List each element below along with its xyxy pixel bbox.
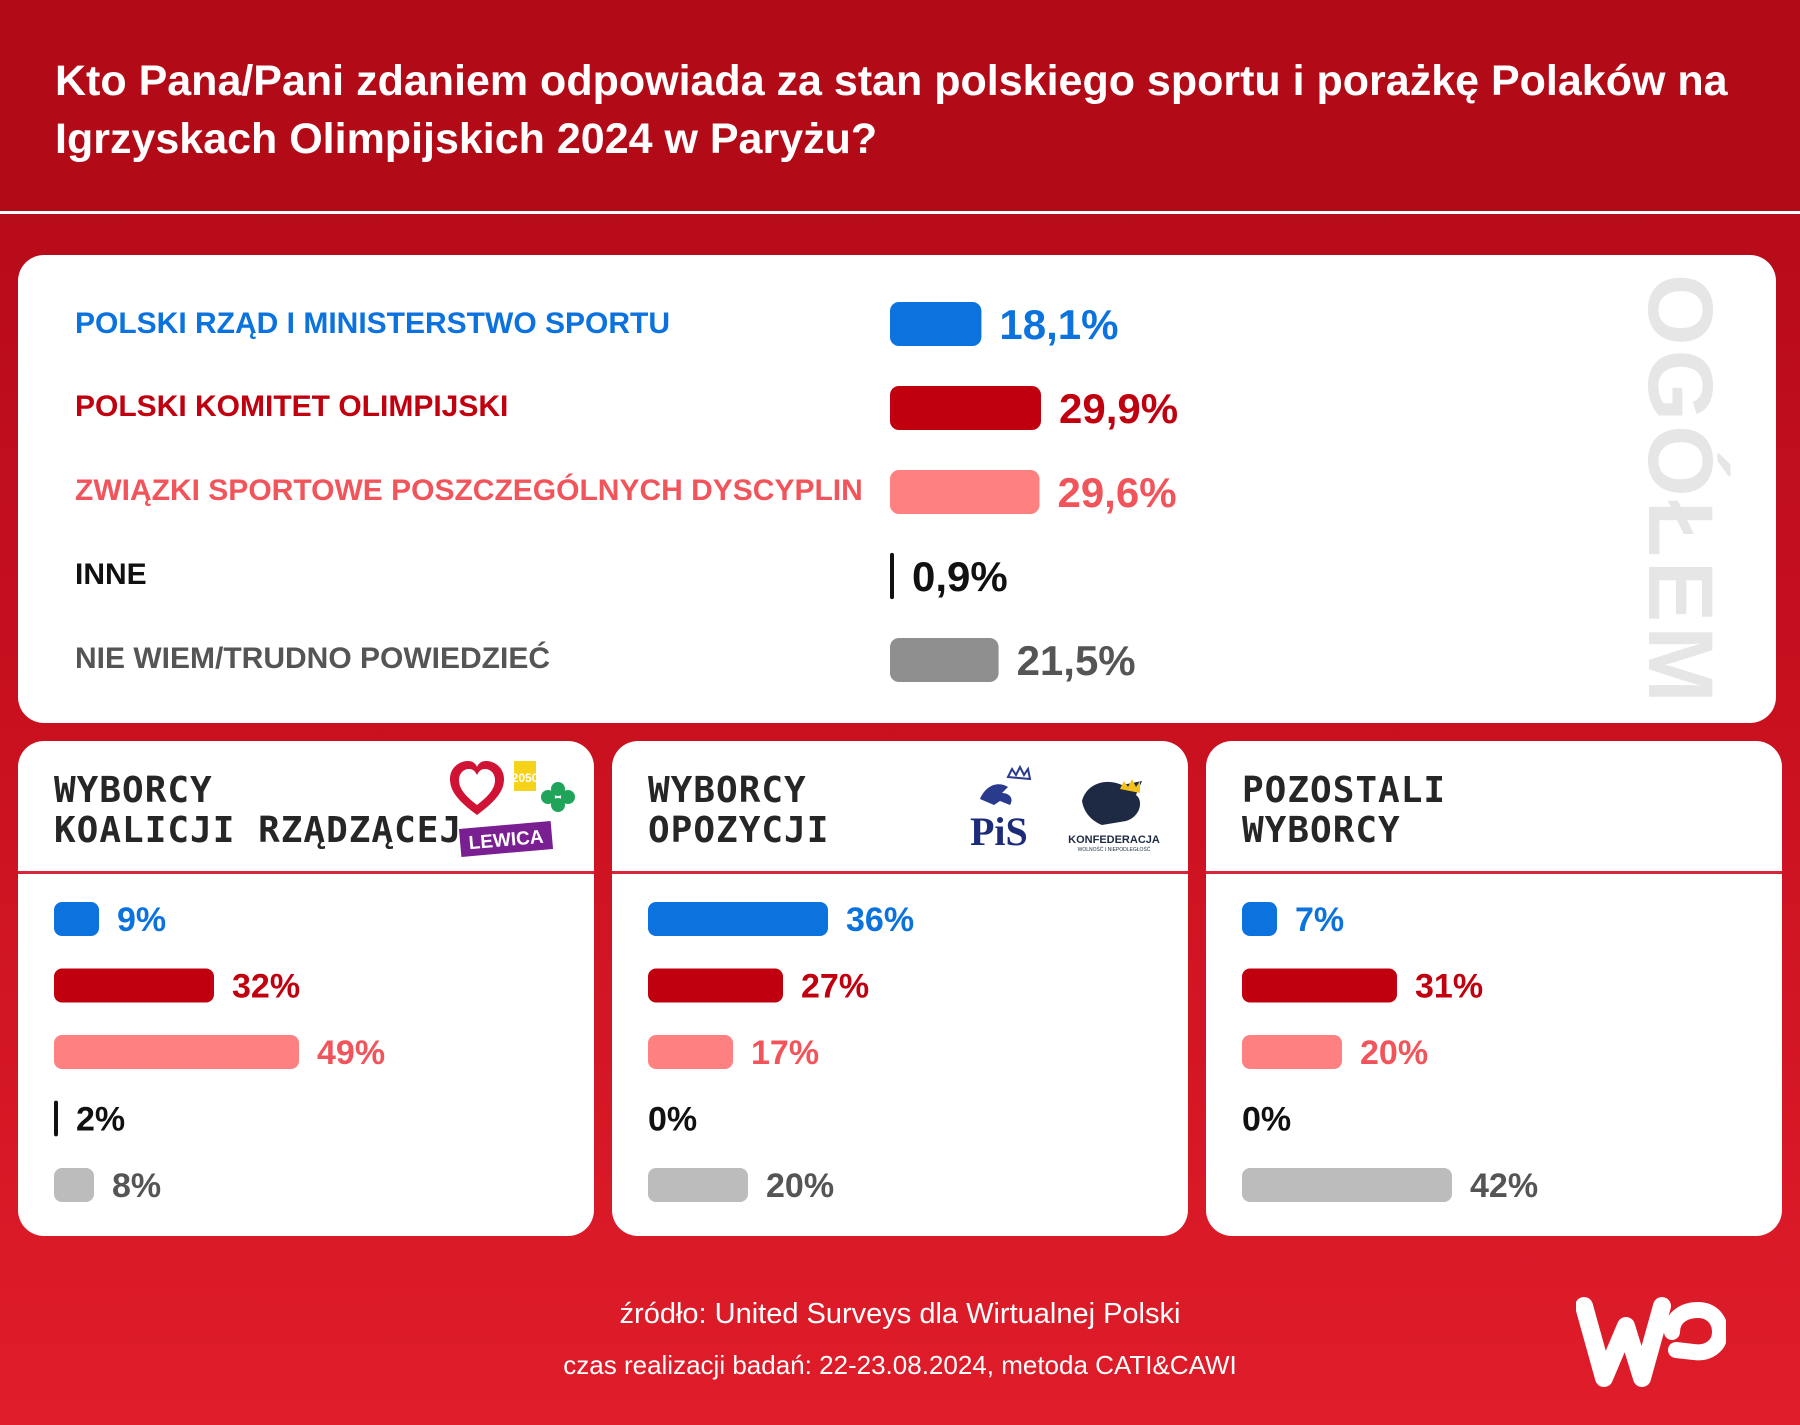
bar: [890, 638, 999, 682]
value-label: 8%: [112, 1167, 161, 1205]
card-header: POZOSTALI WYBORCY: [1206, 741, 1782, 871]
svg-text:KONFEDERACJA: KONFEDERACJA: [1068, 834, 1160, 846]
crown-icon: [1006, 764, 1032, 781]
eagle-icon: [980, 784, 1012, 805]
value-label: 17%: [751, 1034, 819, 1072]
overall-bar-chart: 18,1% 29,9% 29,6% 0,9%21,5%: [890, 301, 1178, 684]
bar: [648, 902, 828, 936]
value-label: 20%: [766, 1167, 834, 1205]
card-title: WYBORCY OPOZYCJI: [648, 770, 830, 851]
bar: [1242, 968, 1397, 1003]
bar: [1242, 1035, 1342, 1069]
bar: [648, 1035, 733, 1069]
opposition-bar-chart: 36% 27% 17% 0% 20%: [648, 901, 914, 1205]
category-label: ZWIĄZKI SPORTOWE POSZCZEGÓLNYCH DYSCYPLI…: [75, 474, 863, 507]
bar: [54, 902, 99, 936]
value-label: 2%: [76, 1101, 125, 1139]
value-label: 0,9%: [912, 553, 1008, 600]
value-label: 29,6%: [1057, 469, 1176, 516]
card-divider: [18, 871, 594, 874]
category-label: INNE: [75, 558, 147, 591]
bar: [890, 470, 1040, 514]
coalition-bar-chart: 9% 32% 49% 2% 8%: [54, 901, 385, 1205]
value-label: 20%: [1360, 1034, 1428, 1072]
bar: [648, 1168, 748, 1202]
value-label: 32%: [232, 968, 300, 1006]
category-label: POLSKI RZĄD I MINISTERSTWO SPORTU: [75, 307, 671, 340]
polska-2050-icon: [514, 761, 536, 791]
svg-text:PiS: PiS: [970, 809, 1028, 854]
value-label: 31%: [1415, 968, 1483, 1006]
wp-logo: WP: [1576, 1297, 1726, 1387]
value-label: 42%: [1470, 1167, 1538, 1205]
card-header: WYBORCY KOALICJI RZĄDZĄCEJ 2050 LEWICA: [18, 741, 594, 871]
bar: [1242, 1168, 1452, 1202]
card-title: WYBORCY KOALICJI RZĄDZĄCEJ: [54, 770, 463, 851]
value-label: 7%: [1295, 901, 1344, 939]
other-voters-bar-chart: 7% 31% 20% 0% 42%: [1242, 901, 1538, 1205]
value-label: 29,9%: [1059, 385, 1178, 432]
bar: [1242, 902, 1277, 936]
value-label: 21,5%: [1017, 637, 1136, 684]
coalition-voters-card: WYBORCY KOALICJI RZĄDZĄCEJ 2050 LEWICA 9…: [18, 741, 594, 1236]
category-label: POLSKI KOMITET OLIMPIJSKI: [75, 390, 509, 423]
page-title: Kto Pana/Pani zdaniem odpowiada za stan …: [55, 57, 1728, 163]
bar: [54, 1100, 58, 1137]
eagle-icon: [1082, 781, 1142, 825]
card-header: WYBORCY OPOZYCJI PiS KONFEDERACJA WOLNOŚ…: [612, 741, 1188, 871]
lewica-badge: [458, 821, 554, 857]
overall-card: POLSKI RZĄD I MINISTERSTWO SPORTU POLSKI…: [18, 255, 1776, 723]
coalition-party-logos: 2050 LEWICA: [450, 761, 575, 857]
bar: [54, 1035, 299, 1069]
value-label: 0%: [648, 1101, 697, 1139]
bar: [54, 1168, 94, 1202]
value-label: 27%: [801, 968, 869, 1006]
value-label: 18,1%: [999, 301, 1118, 348]
opposition-voters-card: WYBORCY OPOZYCJI PiS KONFEDERACJA WOLNOŚ…: [612, 741, 1188, 1236]
bar: [890, 386, 1041, 430]
header-divider: [0, 211, 1800, 214]
opposition-party-logos: PiS KONFEDERACJA WOLNOŚĆ I NIEPODLEGŁOŚĆ: [970, 764, 1160, 854]
value-label: 9%: [117, 901, 166, 939]
source-note: źródło: United Surveys dla Wirtualnej Po…: [619, 1298, 1181, 1330]
card-title: POZOSTALI WYBORCY: [1242, 770, 1447, 851]
bar: [890, 302, 982, 346]
overall-side-label: OGÓŁEM: [1628, 273, 1731, 707]
clover-icon: [541, 782, 575, 812]
pis-logo: PiS: [970, 764, 1032, 854]
method-note: czas realizacji badań: 22-23.08.2024, me…: [563, 1350, 1237, 1380]
value-label: 36%: [846, 901, 914, 939]
crown-icon: [1120, 779, 1140, 793]
svg-text:WOLNOŚĆ I NIEPODLEGŁOŚĆ: WOLNOŚĆ I NIEPODLEGŁOŚĆ: [1078, 845, 1151, 853]
other-voters-card: POZOSTALI WYBORCY 7% 31% 20% 0% 42%: [1206, 741, 1782, 1236]
category-label: NIE WIEM/TRUDNO POWIEDZIEĆ: [75, 642, 550, 675]
bar: [648, 968, 783, 1003]
svg-text:2050: 2050: [512, 771, 539, 785]
value-label: 0%: [1242, 1101, 1291, 1139]
header-band: Kto Pana/Pani zdaniem odpowiada za stan …: [0, 0, 1800, 212]
card-divider: [1206, 871, 1782, 874]
value-label: 49%: [317, 1034, 385, 1072]
konfederacja-logo: KONFEDERACJA WOLNOŚĆ I NIEPODLEGŁOŚĆ: [1068, 779, 1160, 853]
card-divider: [612, 871, 1188, 874]
bar: [54, 968, 214, 1003]
bar: [890, 552, 894, 600]
